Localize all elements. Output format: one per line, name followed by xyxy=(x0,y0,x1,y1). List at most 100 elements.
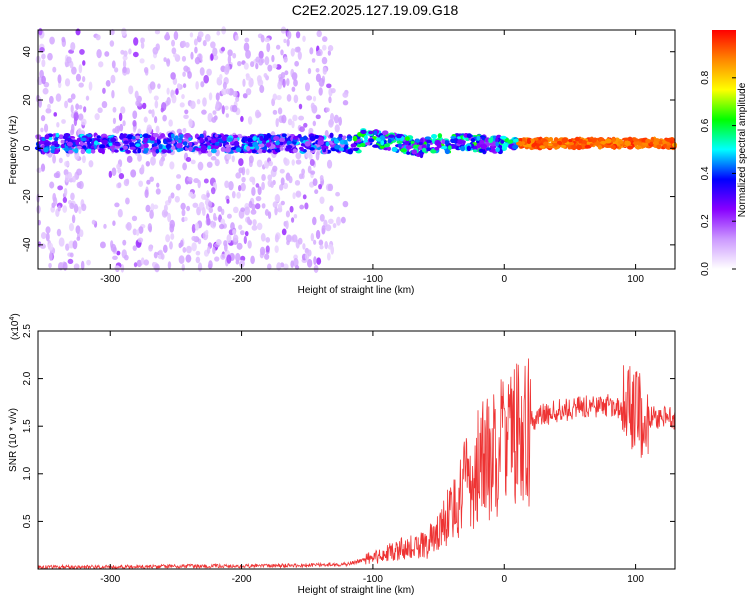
spectrogram-band-cell xyxy=(170,146,176,150)
spectrogram-noise-cell xyxy=(205,229,209,236)
spectrogram-band-cell xyxy=(235,147,242,153)
spectrogram-noise-cell xyxy=(64,78,71,87)
spectrogram-noise-cell xyxy=(243,62,249,70)
spectrogram-noise-cell xyxy=(72,240,78,250)
spectrogram-noise-cell xyxy=(292,114,298,122)
spectrogram-noise-cell xyxy=(58,157,63,164)
spectrogram-band-cell xyxy=(129,146,136,150)
spectrogram-x-tick-label: -200 xyxy=(232,274,252,285)
spectrogram-noise-cell xyxy=(285,220,289,230)
spectrogram-band-cell xyxy=(476,142,482,149)
spectrogram-noise-cell xyxy=(197,161,204,171)
spectrogram-noise-cell xyxy=(305,149,311,158)
spectrogram-noise-cell xyxy=(49,36,55,45)
spectrogram-band-cell xyxy=(338,133,343,138)
spectrogram-noise-cell xyxy=(258,50,264,59)
spectrogram-noise-cell xyxy=(247,240,252,249)
spectrogram-band-cell xyxy=(54,149,59,154)
spectrogram-noise-cell xyxy=(297,237,303,245)
spectrogram-noise-cell xyxy=(245,76,252,81)
spectrogram-noise-cell xyxy=(238,185,242,192)
spectrogram-band-cell xyxy=(204,137,209,142)
spectrogram-noise-cell xyxy=(194,222,200,231)
spectrogram-band-cell xyxy=(74,147,79,154)
spectrogram-noise-cell xyxy=(140,37,146,43)
spectrogram-noise-cell xyxy=(277,107,283,115)
spectrogram-band-cell xyxy=(418,141,423,146)
spectrogram-noise-cell xyxy=(226,254,232,264)
spectrogram-noise-cell xyxy=(192,202,199,208)
snr-x-tick-label: -100 xyxy=(363,574,383,585)
spectrogram-band-cell xyxy=(492,135,497,140)
spectrogram-band-cell xyxy=(569,144,577,150)
spectrogram-band-cell xyxy=(368,130,374,135)
spectrogram-noise-cell xyxy=(217,205,223,212)
spectrogram-band-cell xyxy=(665,138,671,142)
spectrogram-noise-cell xyxy=(248,78,254,88)
spectrogram-band-cell xyxy=(338,147,345,152)
spectrogram-noise-cell xyxy=(201,109,207,115)
spectrogram-noise-cell xyxy=(66,56,72,64)
spectrogram-band-cell xyxy=(365,142,371,146)
spectrogram-band-cell xyxy=(495,147,500,153)
spectrogram-noise-cell xyxy=(185,245,192,254)
snr-x-tick-label: 0 xyxy=(501,574,507,585)
spectrogram-noise-cell xyxy=(62,205,68,213)
spectrogram-noise-cell xyxy=(224,105,229,111)
spectrogram-noise-cell xyxy=(187,177,193,182)
spectrogram-band-cell xyxy=(605,138,612,144)
spectrogram-band-cell xyxy=(179,136,183,141)
spectrogram-noise-cell xyxy=(303,122,308,128)
spectrogram-noise-cell xyxy=(235,259,240,265)
spectrogram-band-cell xyxy=(350,143,357,148)
spectrogram-band-cell xyxy=(495,137,499,143)
spectrogram-noise-cell xyxy=(120,106,126,114)
spectrogram-noise-cell xyxy=(188,191,194,198)
spectrogram-noise-cell xyxy=(125,178,130,185)
spectrogram-noise-cell xyxy=(49,95,54,104)
spectrogram-band-cell xyxy=(188,146,193,152)
spectrogram-noise-cell xyxy=(311,58,316,63)
spectrogram-band-cell xyxy=(317,140,325,146)
spectrogram-band-cell xyxy=(576,144,582,151)
spectrogram-noise-cell xyxy=(324,241,329,250)
spectrogram-noise-cell xyxy=(232,52,237,59)
spectrogram-band-cell xyxy=(515,140,523,146)
spectrogram-noise-cell xyxy=(313,256,317,265)
spectrogram-noise-cell xyxy=(227,49,233,57)
spectrogram-noise-cell xyxy=(48,262,52,269)
spectrogram-noise-cell xyxy=(259,85,265,94)
spectrogram-band-cell xyxy=(131,136,136,140)
spectrogram-noise-cell xyxy=(69,202,75,209)
spectrogram-band-cell xyxy=(574,136,580,142)
spectrogram-noise-cell xyxy=(176,128,183,134)
spectrogram-noise-cell xyxy=(150,203,155,212)
spectrogram-noise-cell xyxy=(97,107,103,114)
spectrogram-noise-cell xyxy=(154,263,160,273)
spectrogram-noise-cell xyxy=(138,226,144,234)
spectrogram-y-tick-label: 0 xyxy=(22,145,33,151)
spectrogram-noise-cell xyxy=(322,36,328,42)
spectrogram-band-cell xyxy=(200,145,207,150)
spectrogram-noise-cell xyxy=(210,53,214,61)
spectrogram-noise-cell xyxy=(188,118,193,128)
spectrogram-band-cell xyxy=(379,145,385,149)
spectrogram-noise-cell xyxy=(251,224,258,231)
spectrogram-noise-cell xyxy=(275,44,281,50)
spectrogram-noise-cell xyxy=(110,243,117,253)
colorbar-tick-label: 0.0 xyxy=(700,262,711,276)
spectrogram-band-cell xyxy=(166,149,172,154)
spectrogram-noise-cell xyxy=(65,243,70,251)
spectrogram-band-cell xyxy=(396,133,402,139)
spectrogram-noise-cell xyxy=(181,93,185,100)
spectrogram-band-cell xyxy=(447,145,452,151)
spectrogram-noise-cell xyxy=(294,60,299,67)
spectrogram-band-cell xyxy=(422,147,427,153)
spectrogram-band-cell xyxy=(329,132,334,138)
spectrogram-band-cell xyxy=(221,136,227,142)
spectrogram-noise-cell xyxy=(265,245,270,253)
spectrogram-noise-cell xyxy=(145,160,150,167)
spectrogram-noise-cell xyxy=(45,108,52,114)
spectrogram-noise-cell xyxy=(206,246,211,254)
spectrogram-y-tick-label: -20 xyxy=(22,189,33,204)
